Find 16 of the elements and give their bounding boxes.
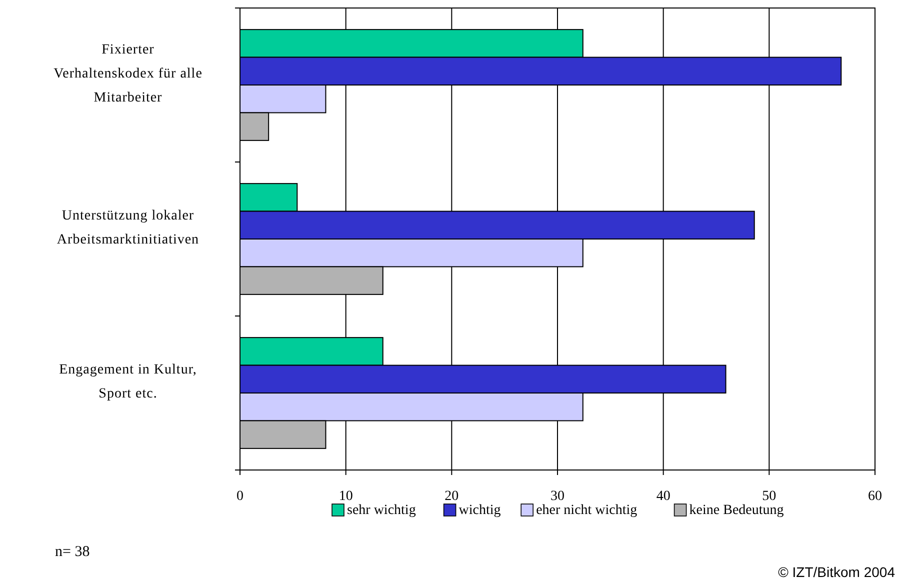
y-tick-label: Unterstützung lokaler Arbeitsmarktinitiativen	[56, 208, 200, 248]
x-tick-label: 30	[550, 489, 564, 504]
x-tick-label: 0	[236, 489, 244, 504]
x-tick-label: 40	[656, 489, 670, 504]
x-tick-label: 50	[762, 489, 776, 504]
y-tick-label: Engagement in Kultur, Sport etc.	[59, 362, 197, 402]
text: n= 38	[55, 544, 90, 560]
legend-label: wichtig	[458, 503, 501, 518]
legend-label: eher nicht wichtig	[536, 503, 638, 518]
x-tick-label: 60	[868, 489, 882, 504]
text: © IZT/Bitkom 2004	[778, 564, 896, 580]
legend-label: sehr wichtig	[347, 503, 416, 518]
x-tick-label: 20	[444, 489, 459, 504]
legend-label: keine Bedeutung	[689, 503, 784, 518]
x-tick-label: 10	[338, 489, 353, 504]
y-tick-label: Fixierter Verhaltenskodex für alle Mitarbeiter	[54, 42, 202, 106]
